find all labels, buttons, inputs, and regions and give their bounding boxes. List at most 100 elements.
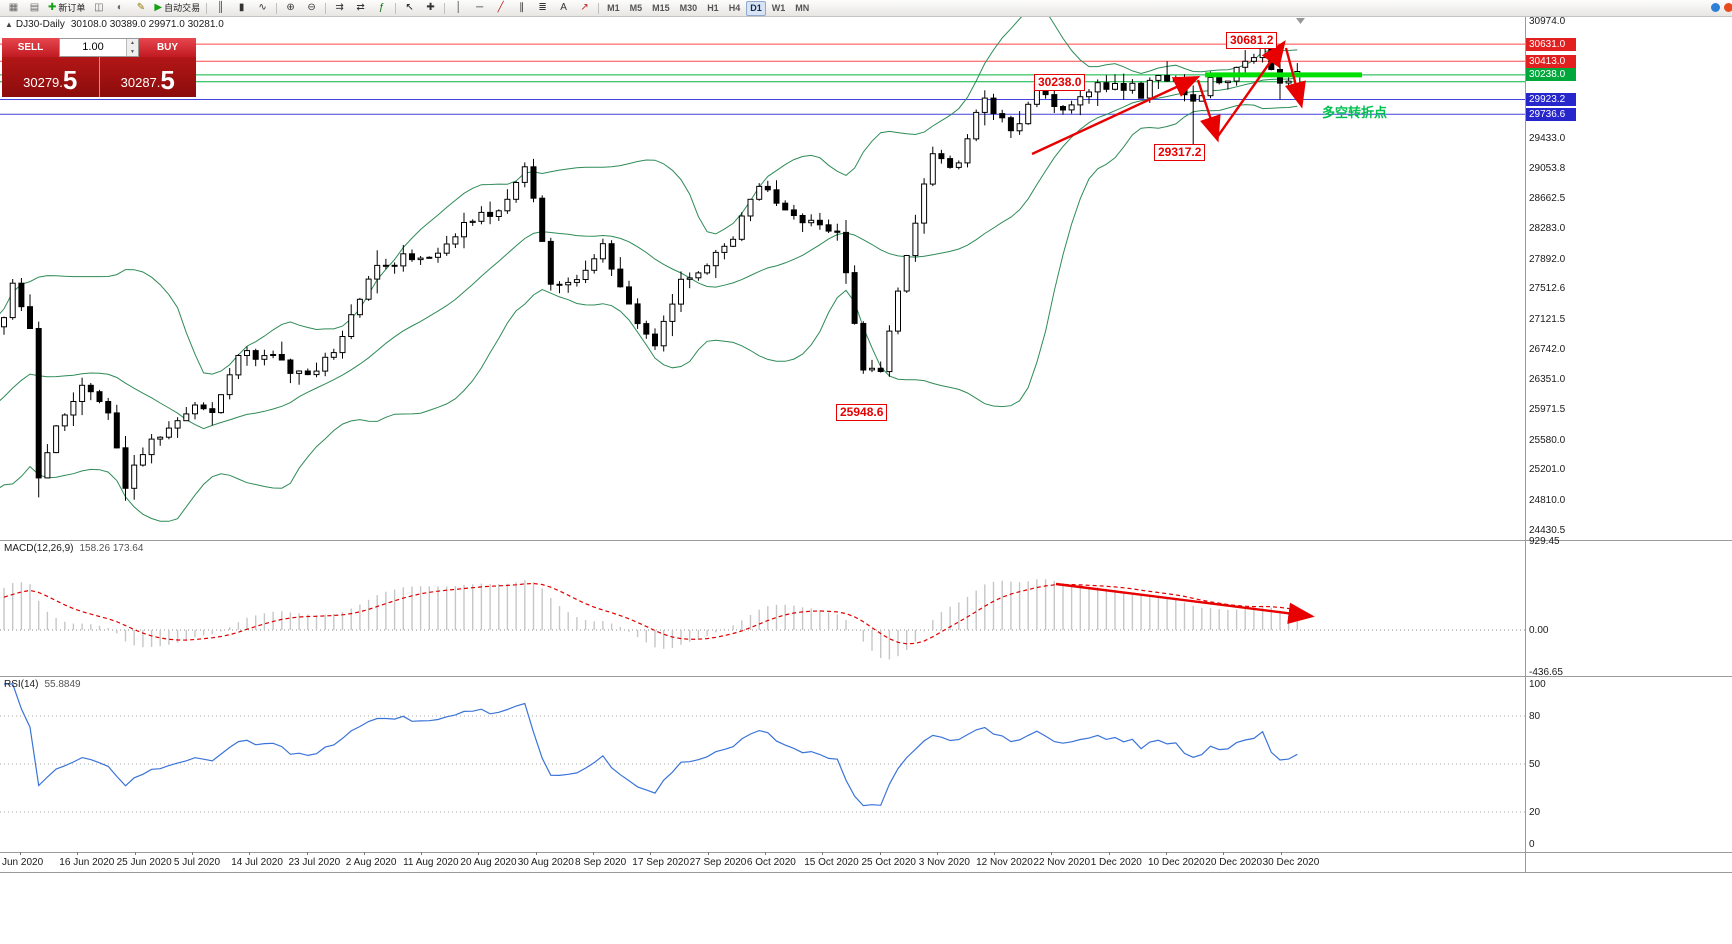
- timeframe-m5-button[interactable]: M5: [629, 2, 643, 13]
- date-label: 22 Nov 2020: [1033, 857, 1091, 868]
- trendline-icon[interactable]: ╱: [491, 1, 510, 15]
- profiles-icon-glyph: ▤: [29, 2, 40, 13]
- price-tick: 25971.5: [1529, 403, 1566, 415]
- timeframe-m15-button[interactable]: M15: [652, 2, 670, 13]
- channel-icon[interactable]: ∥: [512, 1, 531, 15]
- volume-input[interactable]: 1.00 ▲ ▼: [59, 38, 139, 57]
- zoom-in-icon[interactable]: ⊕: [281, 1, 300, 15]
- price-axis[interactable]: 30974.0 29433.0 29053.8 28662.5 28283.0 27892…: [1526, 16, 1732, 872]
- date-tick: [535, 852, 537, 855]
- pane-separator[interactable]: [0, 540, 1732, 541]
- spinner-down-icon[interactable]: ▼: [127, 47, 138, 56]
- timeframe-w1-button[interactable]: W1: [771, 2, 786, 13]
- line-chart-icon[interactable]: ∿: [253, 1, 272, 15]
- metaeditor-icon[interactable]: ✎: [131, 1, 150, 15]
- price-tick: 26742.0: [1529, 343, 1566, 355]
- new-order-button[interactable]: ✚ 新订单: [46, 1, 87, 15]
- sell-button[interactable]: SELL: [2, 38, 59, 57]
- date-tick: [1051, 852, 1053, 855]
- timeframe-mn-button[interactable]: MN: [795, 2, 810, 13]
- fibonacci-icon[interactable]: ≣: [533, 1, 552, 15]
- toolbar-right-icons: [1711, 3, 1732, 12]
- candlestick-chart-icon[interactable]: ▮: [232, 1, 251, 15]
- arrows-icon[interactable]: ↗: [575, 1, 594, 15]
- horizontal-line-icon[interactable]: ─: [470, 1, 489, 15]
- autotrading-button[interactable]: ▶ 自动交易: [152, 1, 202, 15]
- strategy-tester-icon-glyph: ◐: [116, 2, 123, 13]
- spinner-up-icon[interactable]: ▲: [127, 39, 138, 48]
- horizontal-line-icon-glyph: ─: [476, 2, 484, 13]
- macd-values: 158.26 173.64: [79, 543, 144, 554]
- buy-price-main: 30287.: [120, 75, 161, 90]
- buy-button[interactable]: BUY: [139, 38, 196, 57]
- pane-separator: [0, 852, 1732, 853]
- metaeditor-icon-glyph: ✎: [136, 2, 146, 13]
- toolbar-separator: [598, 2, 600, 14]
- auto-scroll-icon[interactable]: ⇉: [330, 1, 349, 15]
- rsi-name: RSI(14): [4, 679, 39, 690]
- rsi-axis-value: 20: [1529, 807, 1541, 818]
- timeframe-m30-button[interactable]: M30: [679, 2, 698, 13]
- price-axis-border: [1525, 16, 1526, 872]
- profiles-icon[interactable]: ▤: [25, 1, 44, 15]
- price-tick: 25201.0: [1529, 464, 1566, 476]
- zoom-out-icon[interactable]: ⊖: [302, 1, 321, 15]
- crosshair-icon-glyph: ✚: [426, 2, 435, 13]
- toolbar-separator: [444, 2, 446, 14]
- expand-icon[interactable]: ▲: [5, 20, 13, 29]
- zoom-in-icon-glyph: ⊕: [286, 2, 295, 13]
- chart-shift-icon-glyph: ⇄: [356, 2, 365, 13]
- date-tick: [134, 852, 136, 855]
- date-tick: [994, 852, 996, 855]
- line-chart-icon-glyph: ∿: [258, 2, 267, 13]
- community-icon[interactable]: [1711, 3, 1720, 12]
- date-label: 27 Sep 2020: [689, 857, 747, 868]
- date-tick: [593, 852, 594, 855]
- price-tick: 27892.0: [1529, 253, 1566, 265]
- autotrading-button-glyph: ▶: [154, 2, 163, 13]
- rsi-indicator-pane[interactable]: [0, 676, 1525, 852]
- rsi-axis-value: 80: [1529, 711, 1541, 722]
- sell-price[interactable]: 30279. 5: [2, 57, 99, 97]
- date-tick: [879, 852, 881, 855]
- buy-price[interactable]: 30287. 5: [100, 57, 197, 97]
- pane-separator[interactable]: [0, 676, 1732, 677]
- macd-axis-value: -436.65: [1529, 666, 1563, 678]
- chart-shift-icon[interactable]: ⇄: [351, 1, 370, 15]
- price-level-marker: 29736.6: [1526, 107, 1576, 121]
- date-label: 8 Sep 2020: [575, 857, 627, 868]
- timeframe-h1-button[interactable]: H1: [707, 2, 719, 13]
- date-label: 25 Oct 2020: [861, 857, 916, 868]
- volume-spinner[interactable]: ▲ ▼: [126, 39, 138, 56]
- price-chart[interactable]: [0, 16, 1525, 540]
- cursor-icon[interactable]: ↖: [400, 1, 419, 15]
- date-tick: [77, 852, 79, 855]
- price-tick: 28283.0: [1529, 222, 1566, 234]
- arrows-icon-glyph: ↗: [580, 2, 589, 13]
- one-click-trade-panel: SELL 1.00 ▲ ▼ BUY 30279. 5 30287. 5: [2, 38, 196, 97]
- volume-value[interactable]: 1.00: [82, 41, 104, 53]
- timeframe-m1-button[interactable]: M1: [607, 2, 620, 13]
- date-label: 30 Aug 2020: [517, 857, 574, 868]
- timeframe-d1-button[interactable]: D1: [746, 0, 766, 16]
- time-axis[interactable]: Jun 2020 16 Jun 2020 25 Jun 2020 5 Jul 2020…: [0, 852, 1525, 872]
- timeframe-h4-button[interactable]: H4: [728, 2, 741, 13]
- price-tick: 30974.0: [1529, 16, 1566, 27]
- text-icon[interactable]: A: [554, 1, 573, 15]
- crosshair-icon[interactable]: ✚: [421, 1, 440, 15]
- indicators-icon[interactable]: ƒ: [372, 1, 391, 15]
- market-watch-icon[interactable]: ◫: [89, 1, 108, 15]
- date-label: 17 Sep 2020: [632, 857, 690, 868]
- date-tick: [650, 852, 652, 855]
- notification-icon[interactable]: [1724, 3, 1732, 12]
- date-label: 20 Aug 2020: [460, 857, 517, 868]
- strategy-tester-icon[interactable]: ◐: [110, 1, 129, 15]
- new-chart-icon[interactable]: ▦: [4, 1, 23, 15]
- market-watch-icon-glyph: ◫: [94, 2, 104, 13]
- vertical-line-icon[interactable]: │: [449, 1, 468, 15]
- bar-chart-icon[interactable]: ║: [211, 1, 230, 15]
- chart-bottom-border: [0, 872, 1732, 873]
- macd-axis-value: 0.00: [1529, 625, 1549, 636]
- macd-indicator-pane[interactable]: [0, 540, 1525, 676]
